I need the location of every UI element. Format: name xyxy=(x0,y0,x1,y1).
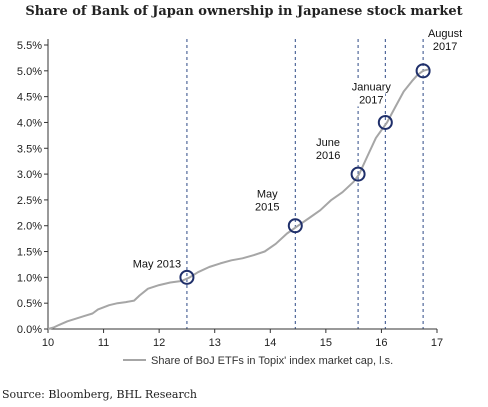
event-marker-circle xyxy=(350,166,366,182)
legend: Share of BoJ ETFs in Topix' index market… xyxy=(123,355,393,367)
y-tick-label: 1.5% xyxy=(17,247,42,259)
series-group xyxy=(47,68,429,330)
event-dividers xyxy=(186,39,424,329)
x-tick-label: 12 xyxy=(153,337,165,349)
y-tick-label: 2.0% xyxy=(17,221,42,233)
x-tick-label: 10 xyxy=(42,337,54,349)
y-tick-label: 4.5% xyxy=(17,92,42,104)
event-marker-circle xyxy=(377,114,393,130)
event-marker-circle xyxy=(179,269,195,285)
event-label: 2016 xyxy=(316,150,340,162)
event-label: June xyxy=(316,137,340,149)
y-tick-label: 4.0% xyxy=(17,117,42,129)
x-tick-label: 17 xyxy=(431,337,443,349)
event-label-bg xyxy=(314,136,342,150)
event-marker-circle xyxy=(287,218,303,234)
x-tick-label: 15 xyxy=(320,337,332,349)
event-label-bg xyxy=(431,39,459,53)
event-label: 2015 xyxy=(255,202,279,214)
y-tick-label: 0.0% xyxy=(17,324,42,336)
event-label-bg xyxy=(357,93,386,107)
y-tick-label: 5.5% xyxy=(17,40,42,52)
event-markers xyxy=(179,63,431,285)
y-tick-label: 0.5% xyxy=(17,298,42,310)
event-label-bg xyxy=(314,149,342,163)
event-label-bg xyxy=(256,187,278,201)
event-label-bg xyxy=(130,257,184,271)
event-labels: May 2013May2015June2016January2017August… xyxy=(130,26,466,271)
event-label: January xyxy=(352,81,392,93)
event-marker-circle xyxy=(415,63,431,79)
event-label-bg xyxy=(424,26,466,40)
event-label: 2017 xyxy=(433,41,457,53)
x-tick-label: 16 xyxy=(375,337,387,349)
event-label: May xyxy=(257,189,278,201)
y-tick-label: 3.5% xyxy=(17,143,42,155)
y-tick-label: 5.0% xyxy=(17,66,42,78)
legend-label: Share of BoJ ETFs in Topix' index market… xyxy=(151,355,393,367)
event-label-bg xyxy=(253,200,282,214)
series-line xyxy=(47,68,429,330)
y-tick-label: 2.5% xyxy=(17,195,42,207)
x-tick-label: 11 xyxy=(98,337,109,349)
axes: 0.0% 0.5% 1.0% 1.5% 2.0% 2.5% 3.0% 3.5% 4.0% 4.5%… xyxy=(17,39,443,349)
y-tick-label: 3.0% xyxy=(17,169,42,181)
chart-title: Share of Bank of Japan ownership in Japa… xyxy=(25,4,463,19)
event-label: 2017 xyxy=(359,94,383,106)
event-label-bg xyxy=(347,80,395,94)
x-tick-label: 14 xyxy=(264,337,276,349)
event-label: August xyxy=(428,28,462,40)
source-note: Source: Bloomberg, BHL Research xyxy=(2,388,197,401)
x-tick-label: 13 xyxy=(209,337,221,349)
y-tick-label: 1.0% xyxy=(17,272,42,284)
event-label: May 2013 xyxy=(133,258,181,270)
